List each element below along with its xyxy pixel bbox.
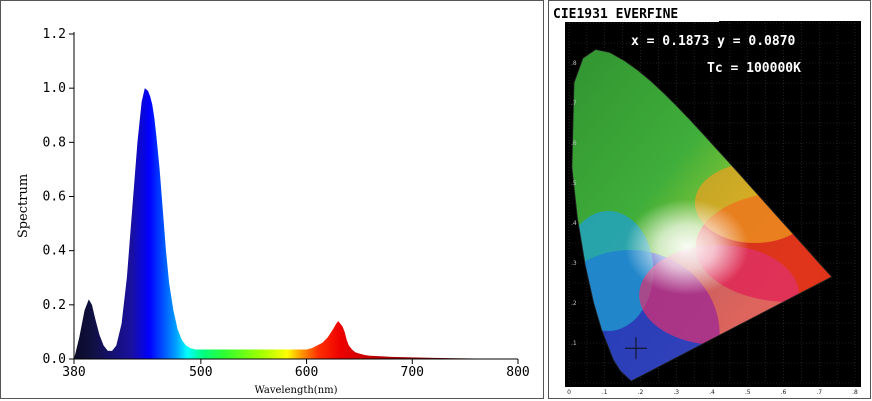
spectral-locus (571, 49, 833, 382)
cie-y-tick-label: .6 (571, 140, 577, 147)
cie-y-tick-label: .5 (571, 180, 577, 187)
cie-diagram: 0 .1 .2 .3 .4 .5 .6 .7 .8 .1 .2 .3 .4 .5 .6 .7 .8 CIE193… (548, 0, 871, 399)
cie-x-tick-label: .1 (602, 389, 608, 396)
cie-plot: 0 .1 .2 .3 .4 .5 .6 .7 .8 .1 .2 .3 .4 .5 .6 .7 .8 CIE193… (550, 4, 861, 396)
y-tick-label: 0.6 (43, 190, 66, 205)
cie-x-tick-label: .5 (745, 389, 751, 396)
cie-color-temperature: Tc = 100000K (707, 61, 801, 76)
y-tick-label: 0.8 (43, 135, 66, 150)
x-axis-label: Wavelength(nm) (254, 385, 337, 396)
cie-x-tick-label: .2 (638, 389, 644, 396)
y-tick-label: 1.0 (43, 81, 66, 96)
spectrum-chart: 0.0 0.2 0.4 0.6 0.8 1.0 1.2 380 500 600 700 800 Wav… (0, 0, 544, 399)
cie-x-tick-label: .6 (781, 389, 787, 396)
x-tick-label: 800 (506, 365, 529, 380)
y-tick-label: 0.0 (43, 352, 66, 367)
x-tick-label: 500 (189, 365, 212, 380)
cie-title-box (550, 4, 719, 22)
cie-title: CIE1931 EVERFINE (553, 7, 678, 22)
spectrum-area (74, 88, 518, 360)
cie-x-tick-label: .3 (673, 389, 679, 396)
cie-y-tick-label: .3 (571, 260, 577, 267)
y-tick-label: 0.4 (43, 244, 67, 259)
cie-y-tick-label: .4 (571, 220, 577, 227)
cie-y-tick-label: .1 (571, 340, 577, 347)
cie-y-tick-label: .2 (571, 300, 577, 307)
spectrum-plot: 0.0 0.2 0.4 0.6 0.8 1.0 1.2 380 500 600 700 800 Wav… (16, 27, 530, 396)
cie-x-tick-label: .8 (852, 389, 858, 396)
y-tick-label: 1.2 (43, 27, 66, 42)
cie-x-tick-label: .7 (816, 389, 822, 396)
y-axis-label: Spectrum (16, 174, 31, 238)
cie-coordinates: x = 0.1873 y = 0.0870 (631, 34, 796, 49)
cie-y-tick-label: .8 (571, 60, 577, 67)
cie-y-tick-label: .7 (571, 100, 577, 107)
y-tick-label: 0.2 (43, 298, 66, 313)
cie-x-tick-label: .4 (709, 389, 715, 396)
cie-x-tick-label: 0 (567, 389, 571, 396)
x-tick-label: 380 (62, 365, 85, 380)
x-tick-label: 600 (295, 365, 318, 380)
x-tick-label: 700 (401, 365, 424, 380)
